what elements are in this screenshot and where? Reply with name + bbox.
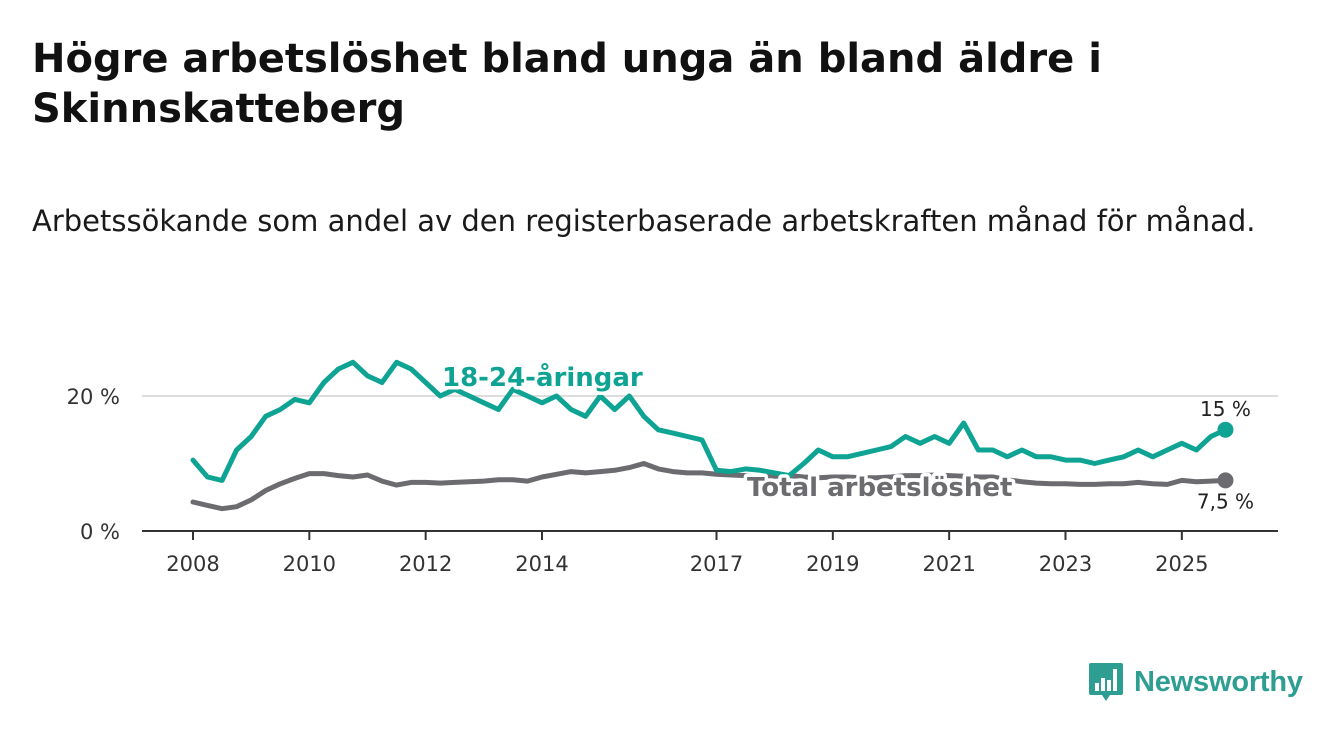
x-tick-label: 2014 (515, 552, 568, 576)
series-end-point-total (1217, 472, 1234, 489)
total-series-label: Total arbetslöshet (747, 473, 1012, 503)
x-tick-label: 2021 (922, 552, 975, 576)
series-line-total (190, 461, 1228, 512)
x-tick-label: 2025 (1155, 552, 1208, 576)
newsworthy-logo: Newsworthy (1088, 660, 1303, 704)
x-tick-label: 2012 (399, 552, 452, 576)
youth-series-label: 18-24-åringar (442, 361, 643, 393)
y-tick-label: 20 % (67, 385, 120, 409)
total-end-label: 7,5 % (1197, 489, 1254, 513)
brand-name: Newsworthy (1134, 665, 1303, 698)
page-subtitle: Arbetssökande som andel av den registerb… (32, 204, 1256, 238)
series-end-point-youth (1217, 421, 1234, 438)
series-line-youth (190, 359, 1228, 483)
page-title: Högre arbetslöshet bland unga än bland ä… (32, 36, 1102, 132)
x-tick-label: 2023 (1039, 552, 1092, 576)
x-tick-label: 2010 (283, 552, 336, 576)
newsworthy-logo-icon (1089, 663, 1123, 701)
y-tick-label: 0 % (80, 520, 120, 544)
x-tick-label: 2017 (690, 552, 743, 576)
youth-end-label: 15 % (1200, 397, 1251, 421)
x-tick-label: 2008 (166, 552, 219, 576)
x-tick-label: 2019 (806, 552, 859, 576)
